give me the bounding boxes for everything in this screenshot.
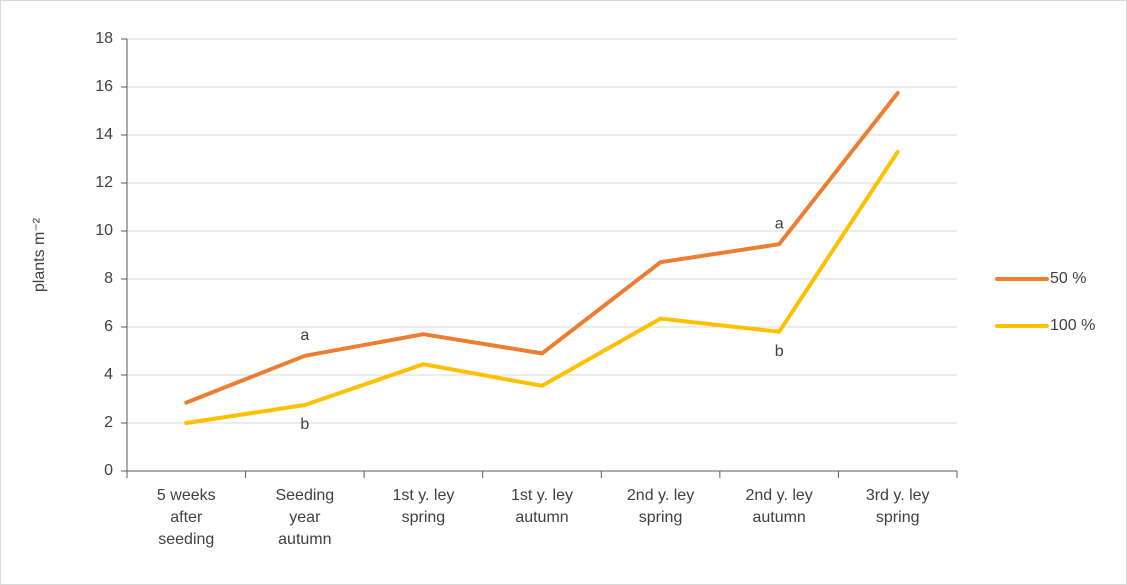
x-tick-label: 1st y. ley autumn [511, 487, 573, 526]
legend-label: 100 % [1050, 317, 1095, 334]
annotation: b [775, 343, 784, 360]
x-tick-label: 2nd y. ley spring [626, 487, 695, 526]
y-tick-label: 10 [95, 222, 113, 239]
y-tick-label: 4 [104, 366, 113, 383]
y-tick-label: 14 [95, 126, 113, 143]
x-tick-label-box: Seeding year autumn [275, 487, 335, 548]
legend-label: 50 % [1050, 270, 1086, 287]
annotation: a [300, 327, 309, 344]
x-tick-label-box: 1st y. ley spring [392, 487, 455, 526]
x-tick-label-box: 3rd y. ley spring [865, 487, 930, 526]
x-tick-label: 3rd y. ley spring [865, 487, 930, 526]
annotation: b [300, 416, 309, 433]
y-tick-label: 6 [104, 318, 113, 335]
y-tick-label: 16 [95, 78, 113, 95]
y-tick-label: 18 [95, 30, 113, 47]
x-tick-label: 5 weeks after seeding [156, 487, 216, 548]
x-tick-label-box: 2nd y. ley autumn [745, 487, 813, 526]
y-tick-label: 8 [104, 270, 113, 287]
x-tick-label: 2nd y. ley autumn [745, 487, 813, 526]
y-tick-label: 12 [95, 174, 113, 191]
series-line [184, 149, 900, 425]
x-tick-label-box: 1st y. ley autumn [511, 487, 573, 526]
y-tick-label: 0 [104, 462, 113, 479]
series-line [184, 91, 900, 405]
x-tick-label: 1st y. ley spring [392, 487, 455, 526]
x-tick-label-box: 2nd y. ley spring [626, 487, 695, 526]
annotation: a [775, 215, 784, 232]
y-axis-label: plants m⁻² [31, 217, 48, 292]
x-tick-label: Seeding year autumn [275, 487, 335, 548]
x-tick-label-box: 5 weeks after seeding [156, 487, 216, 548]
y-tick-label: 2 [104, 414, 113, 431]
